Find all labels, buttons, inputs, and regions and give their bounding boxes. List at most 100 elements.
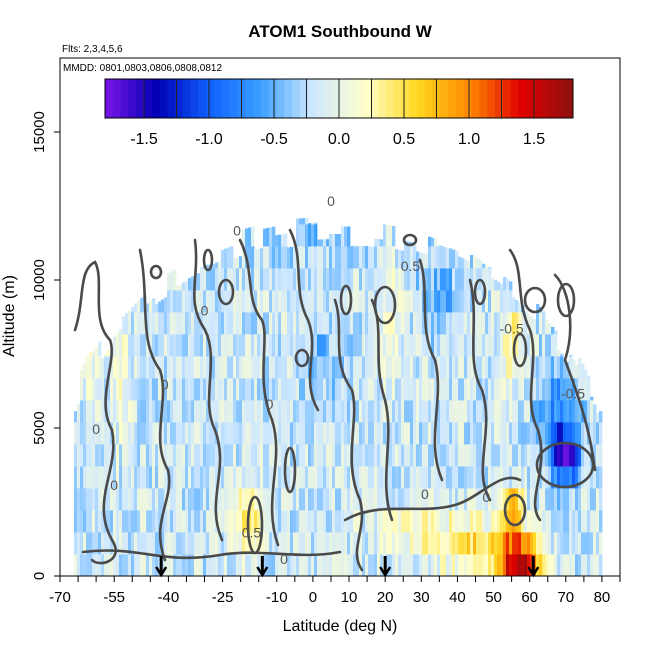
heat-cell xyxy=(245,422,249,445)
heat-cell xyxy=(383,488,387,511)
heat-cell xyxy=(503,312,507,335)
heat-cell xyxy=(530,466,534,489)
heat-cell xyxy=(527,400,531,423)
heat-cell xyxy=(536,554,540,577)
heat-cell xyxy=(323,400,327,423)
heat-cell xyxy=(581,378,585,401)
heat-cell xyxy=(329,268,333,291)
heat-cell xyxy=(137,378,141,401)
heat-cell xyxy=(386,224,390,247)
heat-cell xyxy=(293,312,297,335)
heat-cell xyxy=(425,466,429,489)
heat-cell xyxy=(269,356,273,379)
heat-cell xyxy=(161,299,165,313)
heat-cell xyxy=(551,378,555,401)
heat-cell xyxy=(254,356,258,379)
heat-cell xyxy=(428,554,432,577)
heat-cell xyxy=(368,312,372,335)
heat-cell xyxy=(296,554,300,577)
heat-cell xyxy=(323,510,327,533)
heat-cell xyxy=(311,488,315,511)
heat-cell xyxy=(125,313,129,335)
heat-cell xyxy=(302,290,306,313)
heat-cell xyxy=(488,444,492,467)
heat-cell xyxy=(572,400,576,423)
heat-cell xyxy=(86,400,90,423)
heat-cell xyxy=(398,356,402,379)
heat-cell xyxy=(341,226,345,247)
heat-cell xyxy=(446,532,450,555)
heat-cell xyxy=(497,400,501,423)
heat-cell xyxy=(491,290,495,313)
heat-cell xyxy=(383,444,387,467)
heat-cell xyxy=(245,356,249,379)
heat-cell xyxy=(332,233,336,247)
heat-cell xyxy=(107,400,111,423)
heat-cell xyxy=(236,532,240,555)
heat-cell xyxy=(128,378,132,401)
heat-cell xyxy=(422,532,426,555)
heat-cell xyxy=(506,554,510,577)
heat-cell xyxy=(443,400,447,423)
heat-cell xyxy=(518,554,522,577)
heat-cell xyxy=(299,488,303,511)
heat-cell xyxy=(461,334,465,357)
heat-cell xyxy=(239,312,243,335)
heat-cell xyxy=(101,358,105,379)
heat-cell xyxy=(308,444,312,467)
colorbar-tick-label: 0.0 xyxy=(328,131,350,148)
heat-cell xyxy=(134,356,138,379)
heat-cell xyxy=(548,510,552,533)
heat-cell xyxy=(242,444,246,467)
heat-cell xyxy=(410,290,414,313)
colorbar-swatch xyxy=(370,79,379,118)
heat-cell xyxy=(341,246,345,269)
colorbar-swatch xyxy=(253,79,262,118)
heat-cell xyxy=(419,532,423,555)
heat-cell xyxy=(179,356,183,379)
heat-cell xyxy=(584,554,588,577)
contour-loop xyxy=(149,264,163,280)
heat-cell xyxy=(122,378,126,401)
heat-cell xyxy=(425,334,429,357)
heat-cell xyxy=(437,488,441,511)
heat-cell xyxy=(458,422,462,445)
heat-cell xyxy=(482,510,486,533)
heat-cell xyxy=(272,488,276,511)
colorbar-tick-label: -1.0 xyxy=(195,131,223,148)
heat-cell xyxy=(239,510,243,533)
heat-cell xyxy=(131,532,135,555)
heat-cell xyxy=(464,466,468,489)
heat-cell xyxy=(221,334,225,357)
heat-cell xyxy=(326,246,330,269)
heat-cell xyxy=(317,239,321,247)
heat-cell xyxy=(428,290,432,313)
heat-cell xyxy=(260,334,264,357)
heat-cell xyxy=(536,378,540,401)
heat-cell xyxy=(287,554,291,577)
heat-cell xyxy=(272,356,276,379)
heat-cell xyxy=(335,246,339,269)
heat-cell xyxy=(407,444,411,467)
heat-cell xyxy=(512,554,516,577)
heat-cell xyxy=(242,466,246,489)
heat-cell xyxy=(284,268,288,291)
heat-cell xyxy=(305,356,309,379)
heat-cell xyxy=(254,532,258,555)
heat-cell xyxy=(146,444,150,467)
heat-cell xyxy=(209,268,213,291)
heat-cell xyxy=(392,378,396,401)
heat-cell xyxy=(503,532,507,555)
heat-cell xyxy=(179,334,183,357)
heat-cell xyxy=(272,532,276,555)
heat-cell xyxy=(581,466,585,489)
heat-cell xyxy=(143,532,147,555)
heat-cell xyxy=(431,246,435,269)
heat-cell xyxy=(293,510,297,533)
heat-cell xyxy=(422,378,426,401)
heat-cell xyxy=(206,356,210,379)
heat-cell xyxy=(302,224,306,247)
heat-cell xyxy=(281,488,285,511)
heat-cell xyxy=(458,532,462,555)
colorbar-swatch xyxy=(245,79,254,118)
